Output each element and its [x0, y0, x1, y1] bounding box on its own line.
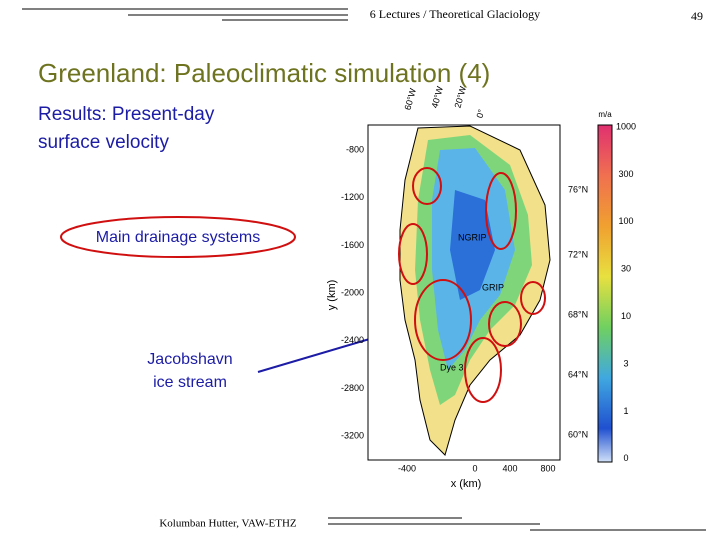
site-label: Dye 3 — [440, 362, 464, 372]
header-course: 6 Lectures / Theoretical Glaciology — [370, 7, 540, 21]
interior-zone — [450, 190, 495, 300]
y-tick-label: -1600 — [341, 240, 364, 250]
subtitle-line: Results: Present-day — [38, 104, 215, 125]
site-label: GRIP — [482, 282, 504, 292]
colorbar-label: 1 — [623, 406, 628, 416]
colorbar-label: 30 — [621, 264, 631, 274]
slide-title: Greenland: Paleoclimatic simulation (4) — [38, 58, 490, 88]
latitude-label: 64°N — [568, 369, 588, 379]
x-tick-label: -400 — [398, 463, 416, 473]
latitude-label: 68°N — [568, 309, 588, 319]
x-tick-label: 400 — [502, 463, 517, 473]
colorbar-label: 10 — [621, 311, 631, 321]
longitude-label: 60°W — [403, 87, 419, 111]
colorbar-label: 1000 — [616, 121, 636, 131]
header-rules — [22, 8, 348, 21]
longitude-label: 0° — [475, 108, 487, 119]
colorbar-unit: m/a — [598, 110, 612, 119]
y-tick-label: -3200 — [341, 431, 364, 441]
footer-rules — [328, 517, 706, 531]
x-tick-label: 0 — [472, 463, 477, 473]
colorbar-label: 3 — [623, 358, 628, 368]
colorbar-label: 300 — [618, 169, 633, 179]
y-tick-label: -1200 — [341, 192, 364, 202]
colorbar-label: 0 — [623, 453, 628, 463]
callout-text: Jacobshavn — [147, 351, 232, 368]
callout-text: ice stream — [153, 374, 227, 391]
callout-text: Main drainage systems — [96, 229, 261, 246]
x-axis-label: x (km) — [451, 478, 482, 490]
callout-ellipse — [60, 216, 296, 258]
latitude-label: 72°N — [568, 249, 588, 259]
page-number: 49 — [691, 9, 703, 23]
colorbar-label: 100 — [618, 216, 633, 226]
y-tick-label: -2800 — [341, 383, 364, 393]
latitude-label: 76°N — [568, 184, 588, 194]
y-tick-label: -800 — [346, 144, 364, 154]
y-tick-label: -2000 — [341, 287, 364, 297]
longitude-label: 40°W — [430, 85, 446, 109]
latitude-label: 60°N — [568, 429, 588, 439]
x-tick-label: 800 — [540, 463, 555, 473]
y-tick-label: -2400 — [341, 335, 364, 345]
footer-author: Kolumban Hutter, VAW-ETHZ — [159, 518, 297, 530]
map-figure — [367, 124, 613, 463]
drainage-ellipses — [398, 167, 546, 403]
subtitle-line: surface velocity — [38, 132, 169, 153]
site-label: NGRIP — [458, 232, 487, 242]
y-axis-label: y (km) — [326, 280, 338, 311]
colorbar — [597, 124, 613, 463]
longitude-label: 20°W — [453, 85, 469, 109]
